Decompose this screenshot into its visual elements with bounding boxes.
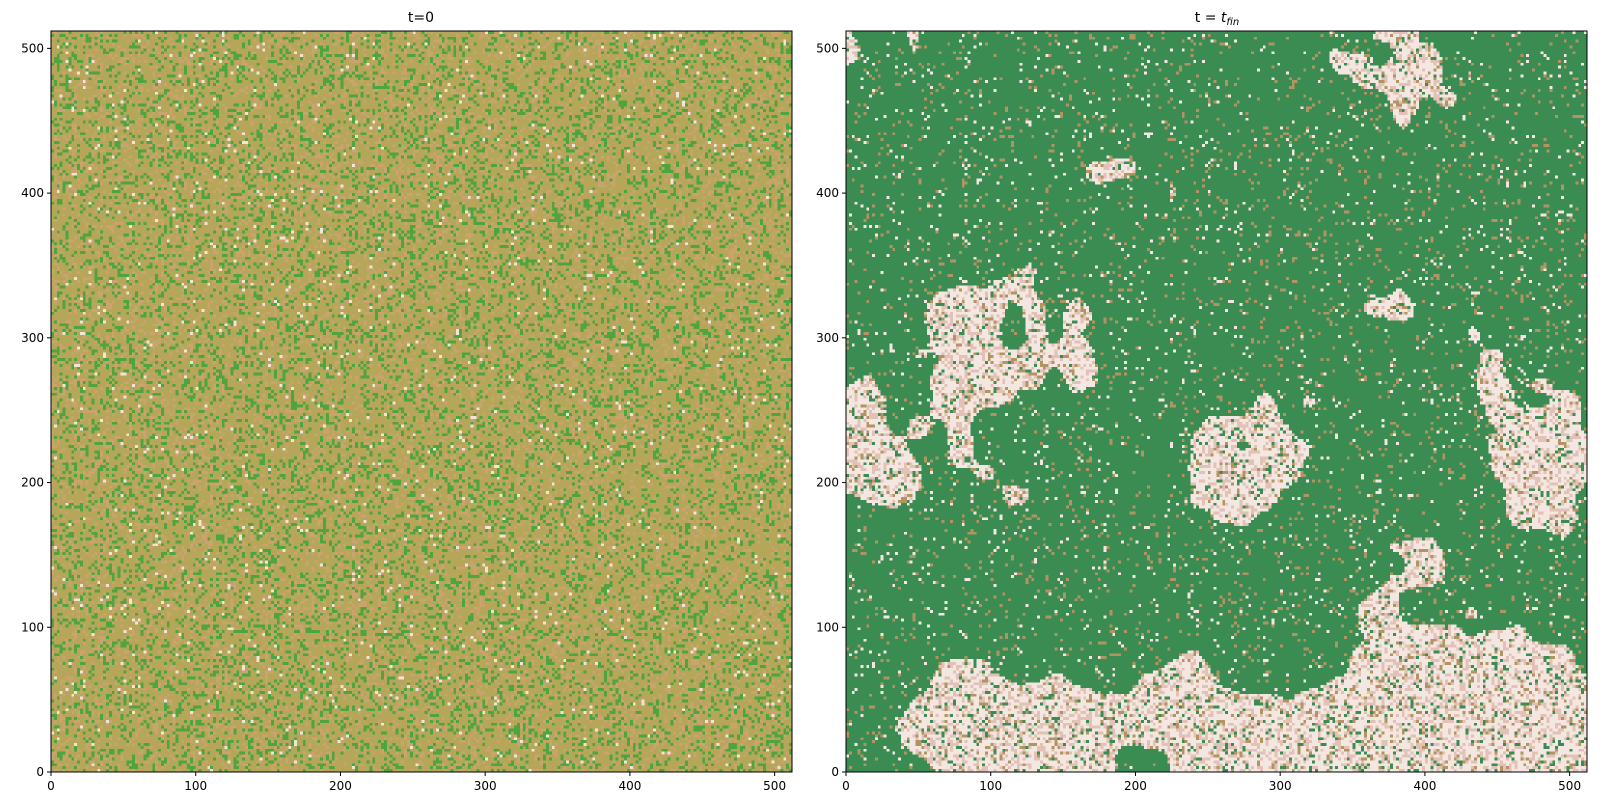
y-tick-label: 0 — [831, 765, 839, 779]
plot-frame — [845, 30, 1588, 773]
x-tick-label: 0 — [842, 779, 850, 793]
x-tick-label: 0 — [47, 779, 55, 793]
x-tick-label: 300 — [1269, 779, 1292, 793]
y-tick-label: 500 — [816, 41, 839, 55]
heatmap-panel-t0: t=0 0 100 200 300 400 500 0 100 200 300 400 500 — [21, 10, 793, 793]
x-axis-ticks: 0 100 200 300 400 500 — [842, 772, 1581, 793]
plot-frame — [50, 30, 793, 773]
y-tick-label: 200 — [21, 476, 44, 490]
y-axis-ticks: 0 100 200 300 400 500 — [816, 41, 846, 779]
y-tick-label: 500 — [21, 41, 44, 55]
y-tick-label: 200 — [816, 476, 839, 490]
y-tick-label: 100 — [21, 620, 44, 634]
x-tick-label: 200 — [1124, 779, 1147, 793]
chart-title: t = tfin — [1195, 10, 1239, 28]
x-tick-label: 400 — [618, 779, 641, 793]
x-tick-label: 300 — [474, 779, 497, 793]
y-tick-label: 0 — [36, 765, 44, 779]
x-axis-ticks: 0 100 200 300 400 500 — [47, 772, 786, 793]
x-tick-label: 500 — [763, 779, 786, 793]
x-tick-label: 400 — [1413, 779, 1436, 793]
heatmap-cells — [51, 31, 792, 772]
chart-title: t=0 — [408, 10, 434, 26]
y-tick-label: 400 — [21, 186, 44, 200]
x-tick-label: 100 — [979, 779, 1002, 793]
y-tick-label: 300 — [21, 331, 44, 345]
heatmap-panel-tfin: t = tfin 0 100 200 300 400 500 0 100 200 300 400 5… — [816, 10, 1588, 793]
y-axis-ticks: 0 100 200 300 400 500 — [21, 41, 51, 779]
y-tick-label: 300 — [816, 331, 839, 345]
heatmap-image — [846, 31, 1587, 772]
x-tick-label: 100 — [184, 779, 207, 793]
y-tick-label: 100 — [816, 620, 839, 634]
heatmap-image — [51, 31, 792, 772]
y-tick-label: 400 — [816, 186, 839, 200]
x-tick-label: 200 — [329, 779, 352, 793]
heatmap-cells — [846, 31, 1587, 772]
x-tick-label: 500 — [1558, 779, 1581, 793]
